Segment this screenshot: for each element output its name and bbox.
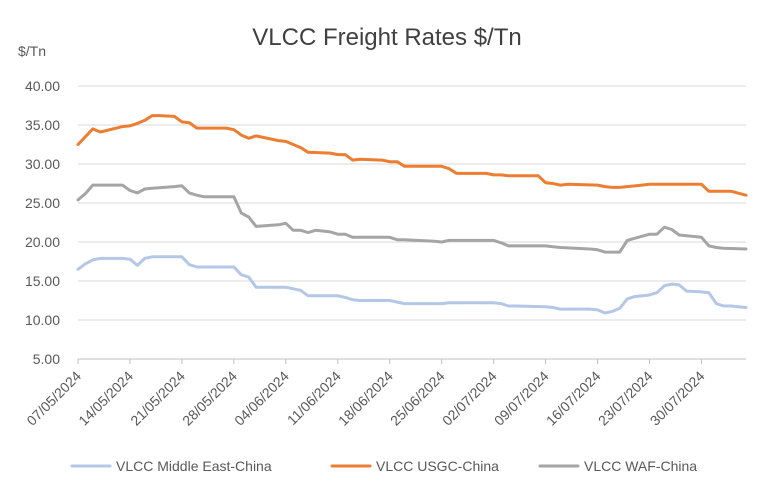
- y-tick-label: 15.00: [25, 273, 60, 289]
- x-tick-label: 25/06/2024: [387, 368, 448, 429]
- series-line-vlcc-usgc-china: [76, 114, 748, 197]
- y-tick-label: 5.00: [33, 351, 60, 367]
- x-tick-label: 11/06/2024: [284, 368, 344, 428]
- series-line-vlcc-middle-east-china: [76, 255, 748, 315]
- legend: VLCC Middle East-China VLCC USGC-China VLC…: [70, 458, 697, 474]
- legend-label: VLCC USGC-China: [376, 458, 499, 474]
- x-tick-label: 18/06/2024: [335, 368, 396, 429]
- legend-label: VLCC Middle East-China: [116, 458, 272, 474]
- chart-title: VLCC Freight Rates $/Tn: [252, 24, 521, 51]
- y-tick-label: 30.00: [25, 156, 60, 172]
- x-tick-label: 21/05/2024: [127, 368, 188, 429]
- series-line-vlcc-waf-china: [76, 183, 748, 254]
- x-tick-label: 07/05/2024: [23, 368, 84, 429]
- x-tick-label: 30/07/2024: [647, 368, 708, 429]
- y-tick-label: 10.00: [25, 312, 60, 328]
- y-tick-label: 40.00: [25, 78, 60, 94]
- x-tick-label: 09/07/2024: [491, 368, 552, 429]
- x-tick-label: 16/07/2024: [543, 368, 604, 429]
- y-unit-label: $/Tn: [18, 43, 46, 59]
- x-tick-label: 23/07/2024: [595, 368, 656, 429]
- y-tick-label: 35.00: [25, 117, 60, 133]
- x-tick-label: 02/07/2024: [439, 368, 500, 429]
- y-axis-ticks: 5.00 10.00 15.00 20.00 25.00 30.00 35.00 40.00: [25, 78, 60, 367]
- x-axis-ticks: 07/05/202414/05/202421/05/202428/05/2024…: [23, 359, 708, 429]
- series-lines: [76, 114, 748, 315]
- legend-label: VLCC WAF-China: [584, 458, 697, 474]
- y-tick-label: 25.00: [25, 195, 60, 211]
- x-tick-label: 04/06/2024: [231, 368, 292, 429]
- x-tick-label: 28/05/2024: [179, 368, 240, 429]
- gridlines: [78, 85, 746, 360]
- y-tick-label: 20.00: [25, 234, 60, 250]
- x-tick-label: 14/05/2024: [75, 368, 136, 429]
